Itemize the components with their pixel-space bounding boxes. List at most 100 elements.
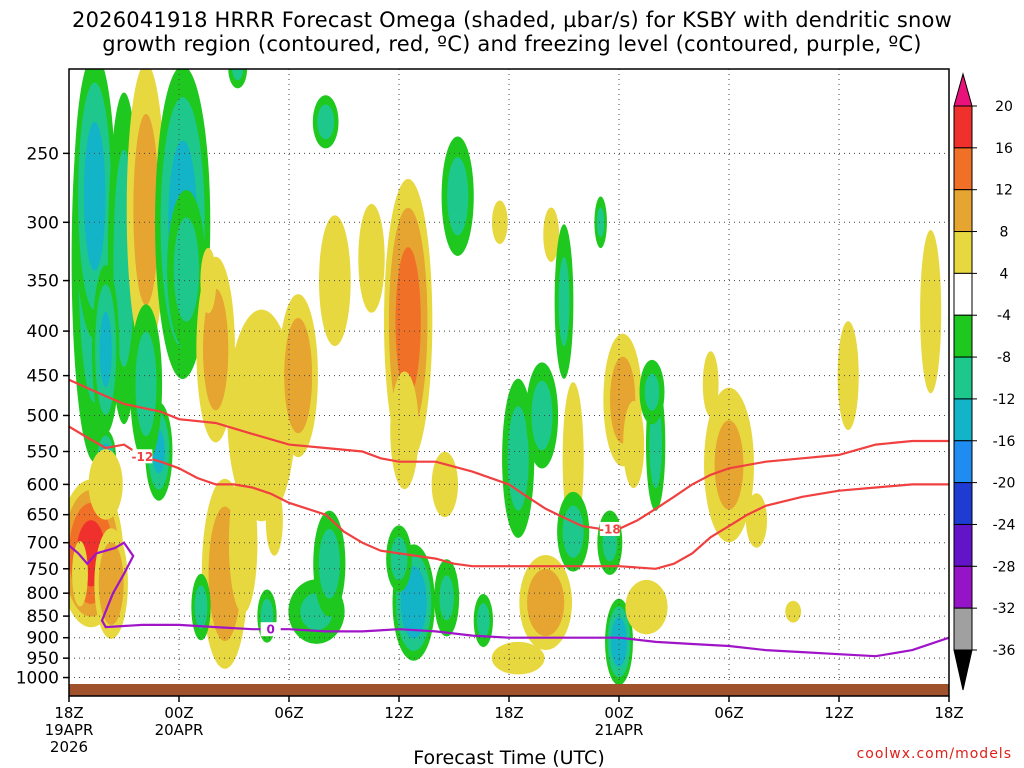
y-tick-label-600: 600: [27, 475, 59, 495]
x-tick-label-6-0: 06Z: [714, 704, 743, 722]
terrain-strip: [69, 684, 949, 696]
contour-label--18: -18: [599, 522, 621, 536]
x-tick-label-0-0: 18Z: [54, 704, 83, 722]
omega-cell-28: [400, 566, 427, 639]
colorbar-label-5: -4: [997, 308, 1011, 324]
colorbar-label-7: -12: [993, 392, 1016, 408]
omega-cell-36: [543, 207, 560, 262]
colorbar-swatch-12: [953, 607, 973, 651]
x-tick-label-1-1: 20APR: [155, 721, 204, 739]
chart-title-line2: growth region (contoured, red, ºC) and f…: [102, 32, 922, 56]
omega-cell-58: [72, 541, 88, 607]
y-tick-label-450: 450: [27, 367, 59, 387]
omega-cell-33: [527, 568, 565, 637]
y-tick-label-650: 650: [27, 506, 59, 526]
omega-cell-32: [531, 380, 553, 451]
temperature-contours: -12 -18 0: [69, 378, 949, 658]
colorbar-swatch-10: [953, 523, 973, 567]
colorbar-label-1: 16: [995, 141, 1013, 157]
colorbar-swatch-9: [953, 482, 973, 525]
colorbar-swatch-0: [953, 105, 973, 149]
y-tick-label-1000: 1000: [16, 669, 59, 689]
y-tick-label-750: 750: [27, 560, 59, 580]
omega-cell-54: [477, 603, 490, 638]
contour-line--18: [69, 378, 949, 530]
y-tick-label-850: 850: [27, 607, 59, 627]
colorbar-label-12: -32: [993, 601, 1016, 617]
x-tick-label-7-0: 12Z: [824, 704, 853, 722]
y-tick-label-900: 900: [27, 629, 59, 649]
omega-cell-38: [597, 207, 605, 238]
colorbar-label-9: -20: [993, 476, 1016, 492]
x-tick-label-1-0: 00Z: [164, 704, 193, 722]
omega-cell-24: [395, 247, 421, 396]
y-axis: 2503003504004505005506006507007508008509…: [16, 144, 69, 689]
x-tick-label-2-0: 06Z: [274, 704, 303, 722]
colorbar-label-4: 4: [1000, 266, 1009, 282]
omega-cell-13: [203, 288, 229, 411]
colorbar-label-3: 8: [1000, 225, 1009, 241]
omega-cell-47: [745, 493, 768, 548]
colorbar-swatch-1: [953, 147, 973, 191]
colorbar-top-arrow: [953, 72, 973, 107]
colorbar: 20 16 12 8 4 -4 -8 -12 -16 -20 -24 -28 -32 -36: [953, 72, 1016, 691]
omega-cell-16: [194, 585, 208, 629]
y-tick-label-500: 500: [27, 406, 59, 426]
omega-cell-53: [318, 528, 340, 599]
colorbar-label-6: -8: [997, 350, 1011, 366]
omega-cell-11: [98, 542, 124, 625]
omega-cell-45: [714, 420, 744, 510]
y-tick-label-550: 550: [27, 443, 59, 463]
omega-cell-27: [447, 157, 469, 236]
omega-cell-49: [837, 321, 859, 431]
x-tick-label-4-0: 18Z: [494, 704, 523, 722]
y-tick-label-250: 250: [27, 144, 59, 164]
colorbar-label-2: 12: [995, 183, 1013, 199]
colorbar-label-10: -24: [993, 517, 1016, 533]
omega-cell-30: [390, 536, 408, 581]
contour-label-bg-0: [132, 449, 153, 464]
x-tick-label-5-1: 21APR: [595, 721, 644, 739]
y-tick-label-350: 350: [27, 272, 59, 292]
y-tick-label-700: 700: [27, 534, 59, 554]
omega-cell-21: [265, 485, 283, 556]
x-tick-label-0-1: 19APR: [45, 721, 94, 739]
omega-cell-55: [562, 505, 584, 558]
x-tick-label-3-0: 12Z: [384, 704, 413, 722]
colorbar-swatch-2: [953, 189, 973, 233]
omega-cell-56: [644, 373, 660, 411]
omega-cell-40: [623, 400, 645, 489]
omega-cell-43: [610, 616, 628, 667]
y-tick-label-400: 400: [27, 322, 59, 342]
omega-cell-31: [507, 406, 529, 511]
omega-cell-3: [133, 113, 159, 306]
chart-title: 2026041918 HRRR Forecast Omega (shaded, …: [0, 8, 1024, 56]
omega-cell-59: [317, 104, 335, 140]
credit-link[interactable]: coolwx.com/models: [857, 746, 1012, 762]
omega-cell-12: [88, 449, 123, 520]
colorbar-bottom-arrow: [953, 649, 973, 691]
omega-cell-20: [358, 203, 385, 313]
omega-cell-5: [173, 217, 199, 322]
omega-cell-1: [83, 121, 106, 271]
colorbar-swatch-6: [953, 356, 973, 400]
colorbar-label-8: -16: [993, 434, 1016, 450]
colorbar-swatch-11: [953, 565, 973, 609]
colorbar-label-13: -36: [993, 643, 1016, 659]
colorbar-label-11: -28: [993, 559, 1016, 575]
x-tick-label-5-0: 00Z: [604, 704, 633, 722]
colorbar-swatch-7: [953, 398, 973, 442]
omega-cell-46: [702, 351, 719, 417]
contour-label-bg-2: [260, 622, 281, 637]
omega-cell-25: [390, 371, 419, 490]
colorbar-swatch-4: [953, 272, 973, 316]
omega-cell-17: [227, 309, 296, 522]
omega-cell-52: [228, 472, 258, 614]
omega-cell-57: [232, 69, 244, 81]
contour-line--12: [69, 425, 949, 570]
contour-label-bg-1: [599, 521, 620, 536]
contour-line-0: [69, 541, 949, 658]
omega-cell-9: [135, 331, 157, 437]
